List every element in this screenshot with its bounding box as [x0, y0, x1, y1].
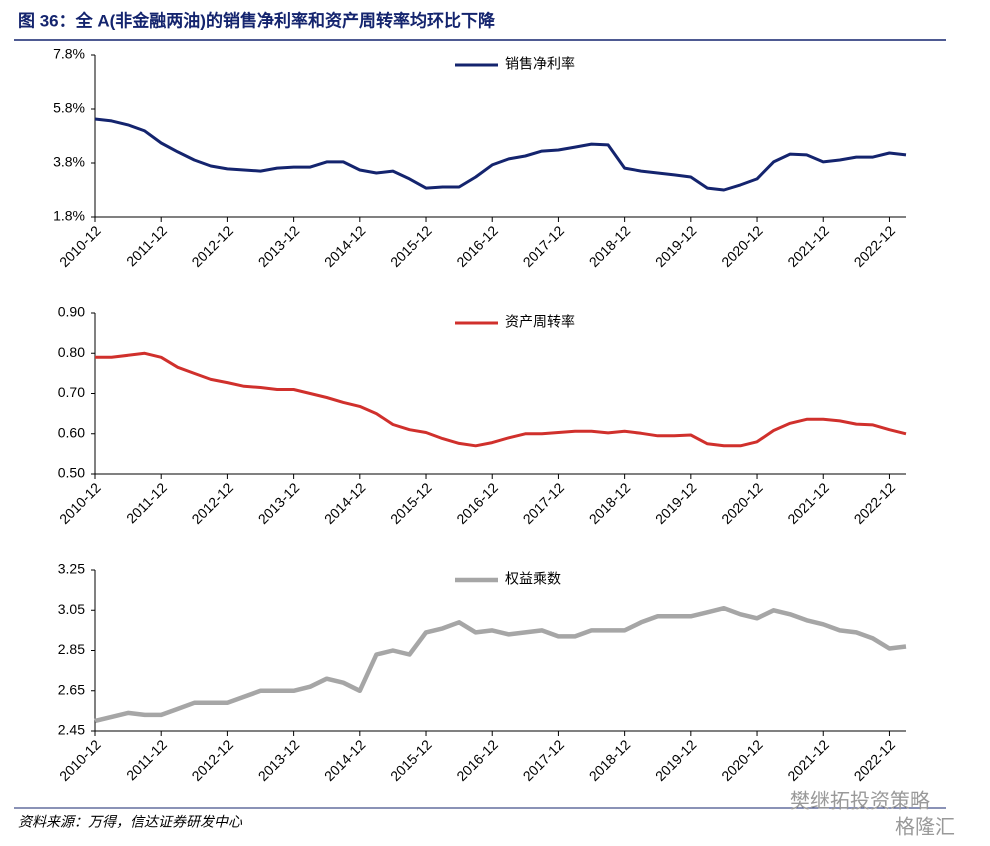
x-tick-label: 2020-12 [718, 479, 766, 527]
watermark: 樊继拓投资策略 [790, 789, 930, 812]
y-tick-label: 7.8% [53, 46, 85, 62]
x-tick-label: 2020-12 [718, 736, 766, 784]
x-tick-label: 2011-12 [123, 736, 170, 783]
x-tick-label: 2011-12 [123, 222, 170, 269]
x-tick-label: 2012-12 [188, 222, 236, 270]
x-tick-label: 2010-12 [56, 479, 104, 527]
x-tick-label: 2022-12 [851, 736, 899, 784]
legend-label: 资产周转率 [505, 314, 575, 330]
x-tick-label: 2014-12 [321, 736, 369, 784]
y-tick-label: 0.50 [58, 465, 85, 481]
x-tick-label: 2015-12 [387, 222, 435, 270]
x-tick-label: 2021-12 [784, 222, 832, 270]
source-note: 资料来源：万得，信达证券研发中心 [18, 814, 243, 830]
x-tick-label: 2013-12 [255, 222, 303, 270]
x-tick-label: 2014-12 [321, 222, 369, 270]
x-tick-label: 2016-12 [453, 479, 501, 527]
x-tick-label: 2014-12 [321, 479, 369, 527]
x-tick-label: 2021-12 [784, 736, 832, 784]
x-tick-label: 2018-12 [586, 222, 634, 270]
x-tick-label: 2012-12 [188, 479, 236, 527]
x-tick-label: 2017-12 [520, 736, 568, 784]
y-tick-label: 0.70 [58, 384, 85, 400]
x-tick-label: 2013-12 [255, 736, 303, 784]
x-tick-label: 2018-12 [586, 736, 634, 784]
y-tick-label: 3.05 [58, 601, 85, 617]
y-tick-label: 0.60 [58, 424, 85, 440]
watermark: 格隆汇 [895, 815, 955, 838]
x-tick-label: 2016-12 [453, 736, 501, 784]
x-tick-label: 2017-12 [520, 222, 568, 270]
x-tick-label: 2016-12 [453, 222, 501, 270]
x-tick-label: 2013-12 [255, 479, 303, 527]
y-tick-label: 2.45 [58, 722, 85, 738]
x-tick-label: 2021-12 [784, 479, 832, 527]
y-tick-label: 3.8% [53, 154, 85, 170]
y-tick-label: 1.8% [53, 208, 85, 224]
data-line [94, 117, 907, 192]
x-tick-label: 2015-12 [387, 736, 435, 784]
x-tick-label: 2010-12 [56, 222, 104, 270]
x-tick-label: 2019-12 [652, 736, 700, 784]
data-line [94, 605, 907, 724]
y-tick-label: 2.65 [58, 681, 85, 697]
x-tick-label: 2022-12 [851, 479, 899, 527]
y-tick-label: 3.25 [58, 561, 85, 577]
x-tick-label: 2012-12 [188, 736, 236, 784]
x-tick-label: 2019-12 [652, 479, 700, 527]
x-tick-label: 2015-12 [387, 479, 435, 527]
y-tick-label: 0.80 [58, 344, 85, 360]
data-line [95, 351, 907, 448]
x-tick-label: 2018-12 [586, 479, 634, 527]
legend-label: 销售净利率 [505, 56, 575, 72]
x-tick-label: 2019-12 [652, 222, 700, 270]
y-tick-label: 0.90 [58, 304, 85, 320]
y-tick-label: 2.85 [58, 641, 85, 657]
x-tick-label: 2020-12 [718, 222, 766, 270]
x-tick-label: 2011-12 [123, 479, 170, 526]
x-tick-label: 2017-12 [520, 479, 568, 527]
x-tick-label: 2010-12 [56, 736, 104, 784]
x-tick-label: 2022-12 [851, 222, 899, 270]
figure-title: 图 36：全 A(非金融两油)的销售净利率和资产周转率均环比下降 [18, 10, 496, 30]
y-tick-label: 5.8% [53, 100, 85, 116]
legend-label: 权益乘数 [505, 571, 561, 587]
